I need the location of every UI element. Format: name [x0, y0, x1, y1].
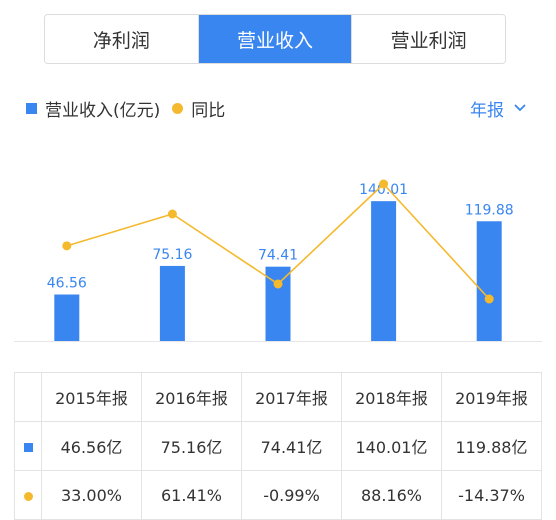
revenue-bar [159, 265, 185, 341]
table-cell: 88.16% [341, 470, 442, 520]
table-header-cell: 2019年报 [441, 372, 542, 422]
table-cell: -0.99% [241, 470, 342, 520]
table-header-cell: 2016年报 [141, 372, 242, 422]
period-selector-label: 年报 [470, 100, 504, 121]
period-selector[interactable]: 年报 [470, 96, 526, 121]
revenue-row: 46.56亿 75.16亿 74.41亿 140.01亿 119.88亿 [14, 421, 542, 471]
revenue-row-marker [14, 421, 42, 471]
bar-data-label: 140.01 [359, 182, 408, 198]
revenue-legend-marker [26, 102, 37, 114]
table-cell: 74.41亿 [241, 421, 342, 471]
tab-revenue[interactable]: 营业收入 [197, 15, 352, 63]
yoy-point [484, 294, 494, 304]
metric-tabs: 净利润 营业收入 营业利润 [44, 14, 506, 64]
yoy-point [379, 179, 389, 189]
table-cell: 75.16亿 [141, 421, 242, 471]
bar-data-label: 46.56 [47, 275, 87, 291]
data-table: 2015年报 2016年报 2017年报 2018年报 2019年报 46.56… [14, 372, 542, 520]
yoy-row: 33.00% 61.41% -0.99% 88.16% -14.37% [14, 470, 542, 520]
yoy-point [273, 279, 283, 289]
chevron-down-icon [514, 104, 526, 112]
table-cell: 119.88亿 [441, 421, 542, 471]
bar-data-label: 75.16 [152, 247, 192, 263]
yoy-marker-icon [23, 491, 33, 501]
chart-legend: 营业收入(亿元) 同比 [26, 96, 226, 121]
tab-net-profit[interactable]: 净利润 [45, 15, 198, 63]
table-header-cell: 2017年报 [241, 372, 342, 422]
revenue-legend-label: 营业收入(亿元) [45, 100, 161, 121]
bar-data-label: 74.41 [258, 248, 298, 264]
yoy-legend-label: 同比 [191, 100, 226, 121]
yoy-legend-marker [172, 102, 184, 114]
revenue-bar [54, 294, 80, 341]
yoy-row-marker [14, 470, 42, 520]
table-header-cell: 2018年报 [341, 372, 442, 422]
table-cell: 61.41% [141, 470, 242, 520]
yoy-point [62, 241, 72, 251]
revenue-chart: 46.56 75.16 74.41 140.01 119.88 [14, 179, 542, 342]
tab-operating-profit[interactable]: 营业利润 [351, 15, 505, 63]
revenue-marker-icon [23, 442, 33, 452]
table-cell: 46.56亿 [41, 421, 142, 471]
table-cell: 140.01亿 [341, 421, 442, 471]
table-header-row: 2015年报 2016年报 2017年报 2018年报 2019年报 [14, 372, 542, 422]
yoy-point [167, 209, 177, 219]
revenue-bar [476, 221, 502, 341]
table-cell: 33.00% [41, 470, 142, 520]
table-cell: -14.37% [441, 470, 542, 520]
bar-data-label: 119.88 [465, 202, 514, 218]
revenue-bar [371, 201, 397, 341]
table-header-cell: 2015年报 [41, 372, 142, 422]
table-corner-cell [14, 372, 42, 422]
